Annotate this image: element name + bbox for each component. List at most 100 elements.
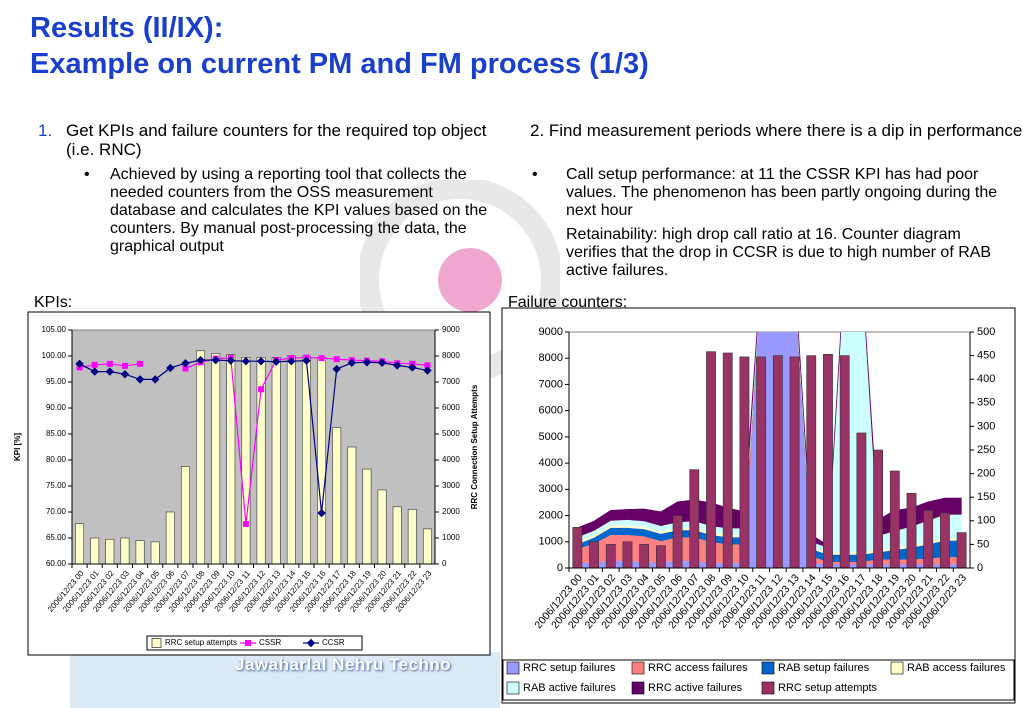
bar xyxy=(772,355,783,568)
bar xyxy=(656,545,666,568)
y-tick-label: 9000 xyxy=(539,326,563,338)
bar xyxy=(317,356,327,564)
bar xyxy=(211,353,221,564)
y-tick-label: 1000 xyxy=(539,536,563,548)
bar xyxy=(739,356,750,568)
point xyxy=(150,375,160,384)
bullet-text: Achieved by using a reporting tool that … xyxy=(110,166,488,255)
point xyxy=(241,356,251,366)
point xyxy=(211,355,220,365)
bar xyxy=(672,515,683,568)
y2-tick-label: 8000 xyxy=(442,351,460,360)
bar xyxy=(789,356,800,568)
point xyxy=(196,355,205,365)
bar xyxy=(889,470,900,568)
legend-label: RRC setup attempts xyxy=(165,638,237,647)
y2-tick-label: 200 xyxy=(977,468,995,480)
logo-rose xyxy=(438,248,502,312)
bar xyxy=(196,350,206,564)
point xyxy=(302,356,311,365)
legend-swatch xyxy=(151,638,162,648)
legend-label: RRC setup attempts xyxy=(778,682,878,694)
legend-marker xyxy=(245,640,251,646)
bar xyxy=(940,512,950,568)
title: Results (II/IX): Example on current PM a… xyxy=(30,10,649,82)
legend-label: RAB setup failures xyxy=(778,662,870,674)
bullet-text: Retainability: high drop call ratio at 1… xyxy=(566,226,992,279)
bar xyxy=(722,352,733,568)
y-tick-label: 60.00 xyxy=(46,559,67,568)
legend-label: CCSR xyxy=(322,638,345,647)
point xyxy=(287,356,296,366)
bar xyxy=(75,523,85,564)
bar xyxy=(271,356,281,564)
point xyxy=(256,356,266,366)
bar xyxy=(605,544,616,568)
point xyxy=(271,357,281,366)
y2-tick-label: 150 xyxy=(977,491,995,503)
legend-swatch xyxy=(890,661,904,675)
point xyxy=(377,358,387,367)
bar xyxy=(392,506,402,564)
bar xyxy=(90,537,100,564)
bar xyxy=(135,540,145,564)
y2-tick-label: 4000 xyxy=(442,455,460,464)
bar xyxy=(362,468,372,564)
bullet-symbol: • xyxy=(84,166,90,183)
bar xyxy=(332,427,342,564)
title-line: Example on current PM and FM process (1/… xyxy=(30,48,649,80)
point xyxy=(135,375,145,384)
bar xyxy=(856,432,867,568)
y-tick-label: 90.00 xyxy=(46,403,67,412)
bar xyxy=(286,355,296,564)
bar xyxy=(377,489,387,564)
bar xyxy=(639,544,650,568)
y-tick-label: 6000 xyxy=(539,405,563,417)
y-axis-label: KPI [%] xyxy=(13,433,22,461)
point xyxy=(226,356,236,365)
bar xyxy=(180,466,190,564)
bar xyxy=(347,446,357,564)
bar xyxy=(806,355,817,568)
point xyxy=(121,362,128,369)
y2-tick-label: 7000 xyxy=(442,377,460,386)
bar xyxy=(706,351,716,568)
bar xyxy=(241,356,251,564)
bar xyxy=(923,510,934,568)
y-tick-label: 8000 xyxy=(539,352,563,364)
bar xyxy=(956,532,967,568)
banner-band xyxy=(70,652,500,708)
y2-tick-label: 3000 xyxy=(442,481,460,490)
point xyxy=(347,358,357,367)
y2-tick-label: 0 xyxy=(442,559,447,568)
legend-label: CSSR xyxy=(259,638,281,647)
legend-swatch xyxy=(761,661,775,675)
y-tick-label: 100.00 xyxy=(42,351,67,360)
chart: 0 1000 2000 3000 4000 5000 6000 7000 8000 9000 0 50… xyxy=(501,307,1016,704)
bullet-symbol: • xyxy=(532,166,538,183)
y-tick-label: 65.00 xyxy=(46,533,67,542)
point xyxy=(362,358,372,367)
y-tick-label: 95.00 xyxy=(46,377,67,386)
title-line: Results (II/IX): xyxy=(30,12,224,44)
y-tick-label: 80.00 xyxy=(46,455,67,464)
bar xyxy=(756,356,767,568)
legend-label: RRC access failures xyxy=(648,662,748,674)
point xyxy=(105,367,115,376)
y-tick-label: 75.00 xyxy=(46,481,67,490)
bar xyxy=(150,541,160,564)
legend-marker xyxy=(306,638,316,648)
point xyxy=(166,363,175,373)
bar xyxy=(839,355,850,568)
bar xyxy=(407,509,417,564)
y-tick-label: 85.00 xyxy=(46,429,67,438)
point xyxy=(317,508,326,518)
area-fill xyxy=(577,332,962,568)
point xyxy=(392,361,402,370)
y-tick-label: 105.00 xyxy=(42,325,67,334)
bar xyxy=(422,528,432,564)
y-tick-label: 3000 xyxy=(539,483,563,495)
bar xyxy=(823,353,833,568)
